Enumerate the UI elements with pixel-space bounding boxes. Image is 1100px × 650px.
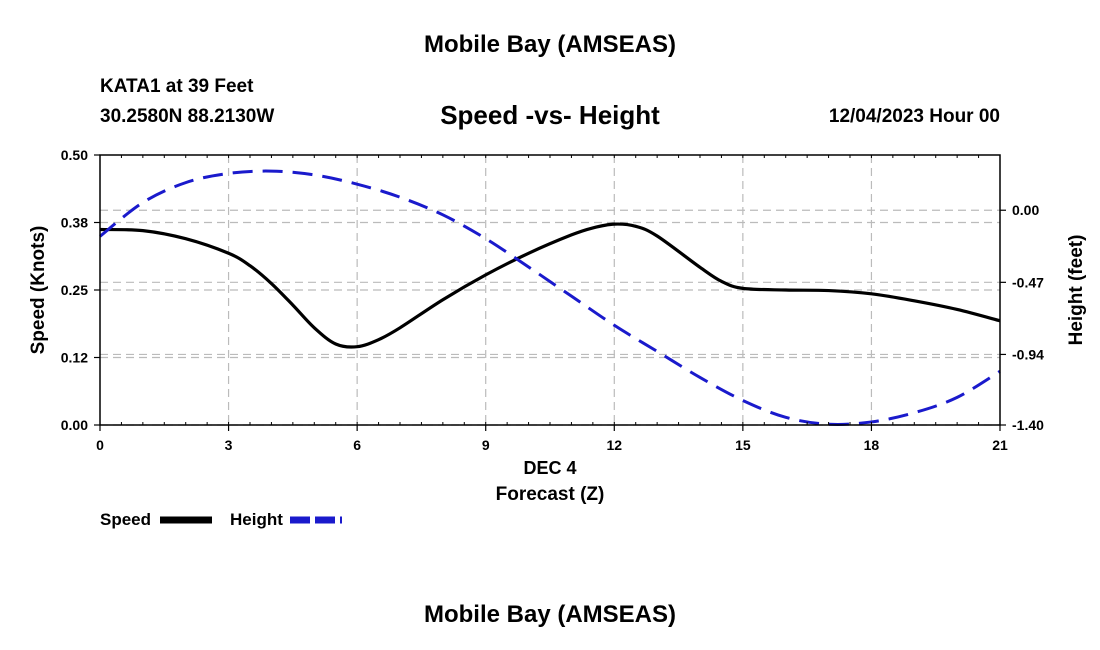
x-tick-label: 15: [735, 437, 751, 453]
speed-series-line: [99, 222, 1001, 349]
forecast-datetime: 12/04/2023 Hour 00: [828, 106, 1000, 127]
x-tick-label: 9: [482, 437, 490, 453]
station-coordinates: 30.2580N 88.2130W: [100, 106, 275, 127]
y2-tick-label: 0.00: [1012, 202, 1039, 218]
x-tick-label: 12: [606, 437, 622, 453]
y-tick-label: 0.38: [61, 215, 88, 231]
y2-axis-title: Height (feet): [1066, 235, 1087, 346]
y-tick-label: 0.00: [61, 417, 88, 433]
x-tick-label: 3: [225, 437, 233, 453]
y-tick-label: 0.25: [61, 282, 88, 298]
y-axis-title: Speed (Knots): [28, 226, 49, 355]
legend-speed-label: Speed: [100, 510, 151, 529]
y2-tick-label: -1.40: [1012, 417, 1044, 433]
grid: [100, 155, 1000, 426]
x-axis-date-label: DEC 4: [523, 458, 576, 478]
x-tick-label: 21: [992, 437, 1008, 453]
x-tick-label: 6: [353, 437, 361, 453]
legend-height-label: Height: [230, 510, 283, 529]
height-series-line: [99, 169, 1001, 426]
chart-subtitle: Speed -vs- Height: [440, 100, 660, 130]
legend: Speed Height: [100, 510, 342, 529]
y2-tick-label: -0.94: [1012, 346, 1044, 362]
y-tick-label: 0.12: [61, 350, 88, 366]
chart-title: Mobile Bay (AMSEAS): [423, 31, 677, 58]
y-tick-label: 0.50: [61, 147, 88, 163]
x-axis-title: Forecast (Z): [496, 484, 605, 505]
station-name: KATA1 at 39 Feet: [100, 76, 254, 97]
series: [99, 169, 1001, 426]
x-tick-label: 0: [96, 437, 104, 453]
y2-tick-label: -0.47: [1012, 274, 1044, 290]
x-tick-label: 18: [864, 437, 880, 453]
footer-title: Mobile Bay (AMSEAS): [423, 601, 677, 628]
axis-ticks: 0 3 6 9 12 15 18 21 0.00 0.12 0.25 0.38 0.50 0.00 -0.4…: [61, 147, 1044, 453]
